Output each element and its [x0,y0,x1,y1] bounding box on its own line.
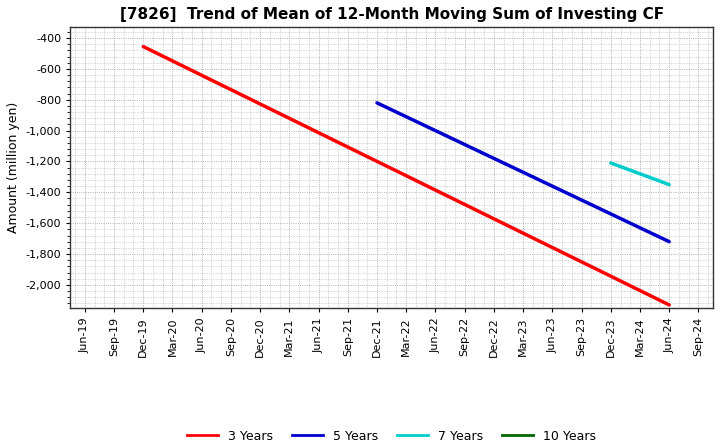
Legend: 3 Years, 5 Years, 7 Years, 10 Years: 3 Years, 5 Years, 7 Years, 10 Years [182,425,601,440]
Title: [7826]  Trend of Mean of 12-Month Moving Sum of Investing CF: [7826] Trend of Mean of 12-Month Moving … [120,7,664,22]
Y-axis label: Amount (million yen): Amount (million yen) [7,102,20,233]
